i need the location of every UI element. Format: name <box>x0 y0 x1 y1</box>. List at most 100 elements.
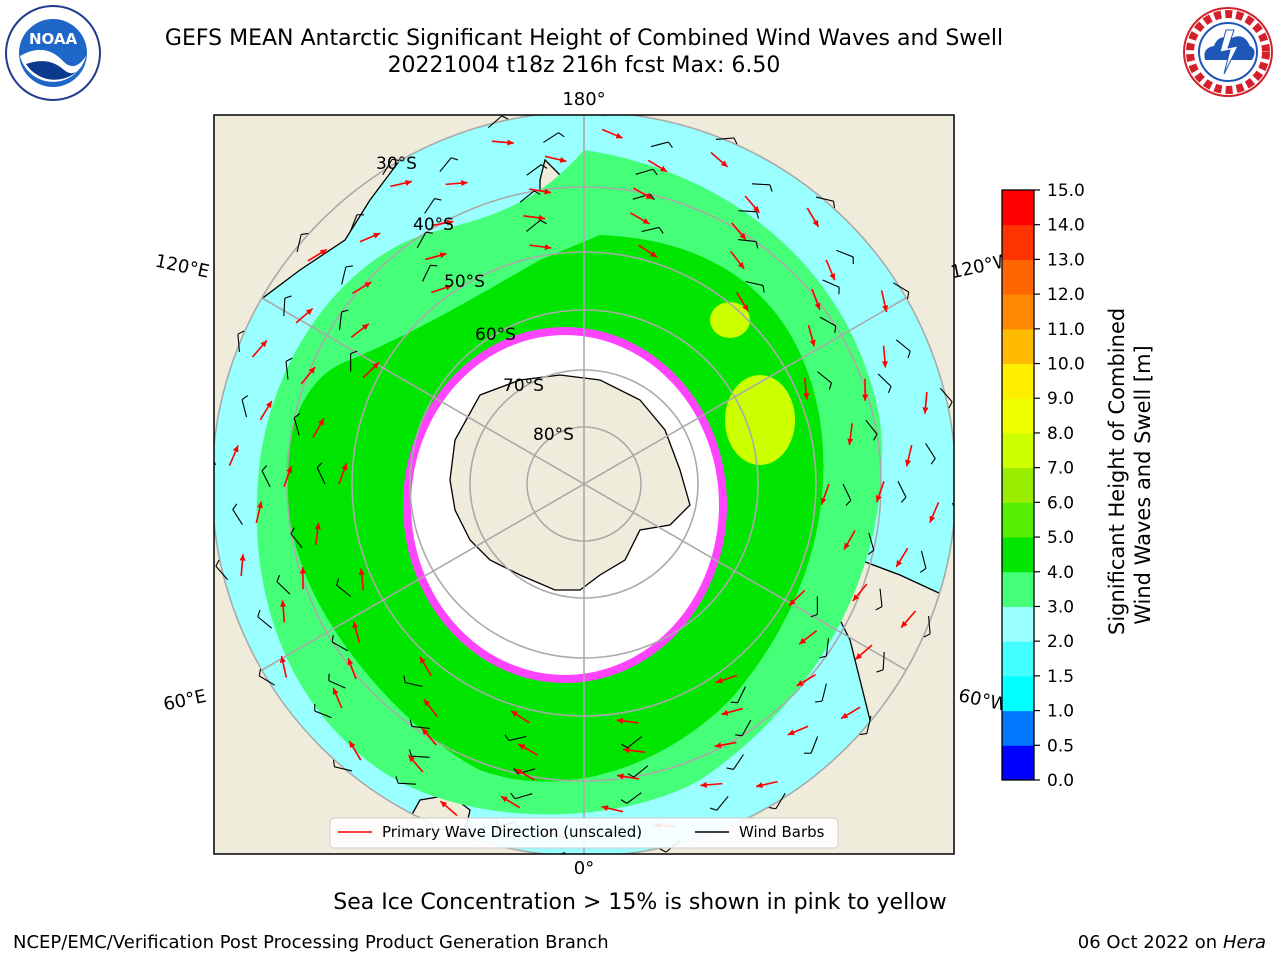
wave-direction-arrow <box>700 781 723 788</box>
wind-barb <box>817 371 832 390</box>
footer-host: Hera <box>1222 932 1266 953</box>
wind-barb <box>939 387 953 409</box>
wave-direction-arrow <box>710 151 729 168</box>
wind-barb <box>261 465 271 488</box>
colorbar-swatch <box>1002 537 1034 573</box>
national-weather-service-logo <box>1183 7 1273 97</box>
wave-direction-arrow <box>601 805 624 813</box>
lon-label-60e: 60°E <box>162 686 209 716</box>
wave-direction-arrow <box>228 445 239 466</box>
wind-barb <box>893 282 910 300</box>
colorbar-tick-label: 14.0 <box>1047 216 1085 236</box>
wave-direction-arrow <box>259 400 273 421</box>
lat-label-40s: 40°S <box>413 215 454 235</box>
wave-direction-arrow <box>862 378 869 401</box>
wind-barb <box>751 183 773 192</box>
noaa-logo-text: NOAA <box>29 30 78 48</box>
legend-wind-barbs-label: Wind Barbs <box>739 823 825 841</box>
colorbar-swatch <box>1002 710 1034 746</box>
wind-barb <box>350 350 358 372</box>
wave-secondary-maximum <box>710 302 750 338</box>
wind-barb <box>815 683 827 703</box>
lat-label-70s: 70°S <box>503 376 544 396</box>
wave-direction-arrow <box>523 214 546 221</box>
wind-barb <box>316 462 326 485</box>
wind-barb <box>439 157 459 173</box>
wave-direction-arrow <box>347 658 357 680</box>
wind-barb <box>285 357 293 380</box>
wind-barb <box>543 132 565 143</box>
colorbar-swatch <box>1002 224 1034 260</box>
wind-barb <box>293 413 301 436</box>
wave-direction-arrow <box>500 795 521 809</box>
wave-direction-arrow <box>421 727 437 746</box>
wind-barb <box>314 704 332 719</box>
wave-direction-arrow <box>358 568 365 591</box>
wave-direction-arrow <box>255 501 263 524</box>
wave-direction-arrow <box>843 530 856 551</box>
colorbar-label-line1: Significant Height of Combined <box>1105 307 1129 635</box>
wave-direction-arrow <box>602 128 623 139</box>
wave-direction-arrow <box>755 780 778 789</box>
wave-direction-arrow <box>314 522 321 545</box>
wave-direction-arrow <box>736 292 749 312</box>
lat-label-50s: 50°S <box>444 272 485 292</box>
colorbar-swatch <box>1002 432 1034 469</box>
chart-title: GEFS MEAN Antarctic Significant Height o… <box>164 26 1004 51</box>
colorbar-swatch <box>1002 328 1034 365</box>
wave-direction-arrow <box>299 567 306 590</box>
wind-barb <box>897 480 907 503</box>
wave-direction-arrow <box>807 325 816 347</box>
wind-barb <box>215 559 229 581</box>
colorbar-tick-label: 8.0 <box>1047 424 1074 444</box>
wave-direction-arrow <box>350 323 370 338</box>
wind-barb <box>241 395 249 418</box>
wind-barb <box>810 596 818 618</box>
wave-direction-arrow <box>798 630 818 645</box>
legend-wave-direction-label: Primary Wave Direction (unscaled) <box>382 823 642 841</box>
wave-direction-arrow <box>390 179 413 188</box>
wind-barb <box>621 736 642 749</box>
colorbar-tick-label: 9.0 <box>1047 389 1074 409</box>
wave-direction-arrow <box>510 710 530 724</box>
wind-barb <box>709 795 729 811</box>
colorbar-swatch <box>1002 606 1034 642</box>
wind-barb <box>877 373 892 394</box>
wind-barb <box>526 219 547 232</box>
wave-direction-arrow <box>811 288 821 310</box>
lat-label-80s: 80°S <box>533 425 574 445</box>
wind-barb <box>237 330 245 353</box>
colorbar-tick-label: 11.0 <box>1047 320 1085 340</box>
wave-direction-arrow <box>283 465 293 487</box>
colorbar-label-line2: Wind Waves and Swell [m] <box>1131 345 1155 625</box>
colorbar-tick-label: 4.0 <box>1047 563 1074 583</box>
wind-barb <box>283 295 292 317</box>
wave-direction-arrow <box>359 232 381 243</box>
wind-barb <box>504 734 527 742</box>
lon-label-120e: 120°E <box>153 251 211 283</box>
wave-direction-arrow <box>307 248 328 262</box>
wind-barb <box>726 754 744 771</box>
colorbar-outline <box>1001 189 1035 781</box>
wave-direction-arrow <box>730 250 745 270</box>
wind-barb <box>513 767 536 775</box>
sea-ice-caption: Sea Ice Concentration > 15% is shown in … <box>333 890 947 915</box>
wind-barb <box>738 210 760 219</box>
wave-direction-arrow <box>251 339 268 358</box>
wave-direction-arrow <box>407 754 424 773</box>
colorbar-swatch <box>1002 502 1034 538</box>
colorbar-tick-label: 10.0 <box>1047 355 1085 375</box>
map-legend: Primary Wave Direction (unscaled) Wind B… <box>329 817 839 849</box>
wave-maximum-zone <box>725 375 795 465</box>
wave-direction-arrow <box>788 589 806 607</box>
wave-direction-arrow <box>796 674 816 687</box>
wind-barb <box>422 264 438 282</box>
wave-direction-arrow <box>881 345 888 368</box>
wave-direction-arrow <box>419 656 432 676</box>
wind-barb <box>510 792 533 800</box>
colorbar-swatch <box>1002 398 1034 434</box>
wind-barb <box>257 609 273 629</box>
wave-direction-arrow <box>332 687 343 709</box>
wave-direction-arrow <box>633 187 653 200</box>
wind-barb <box>815 196 836 209</box>
